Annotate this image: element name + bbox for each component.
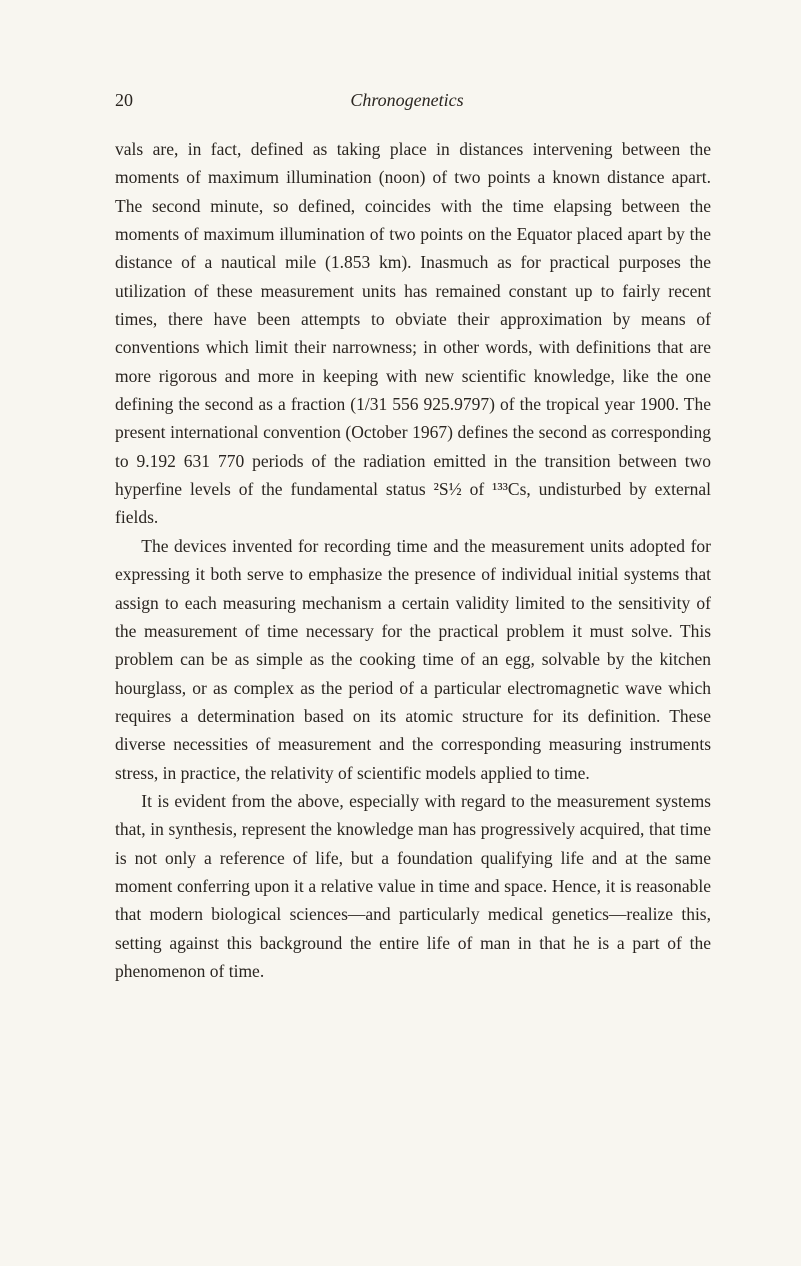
- paragraph-2: The devices invented for recording time …: [115, 532, 711, 787]
- paragraph-3: It is evident from the above, especially…: [115, 787, 711, 985]
- page-header: 20 Chronogenetics: [115, 90, 711, 111]
- paragraph-1: vals are, in fact, defined as taking pla…: [115, 135, 711, 532]
- body-text: vals are, in fact, defined as taking pla…: [115, 135, 711, 985]
- page-number: 20: [115, 90, 133, 111]
- running-title: Chronogenetics: [133, 90, 681, 111]
